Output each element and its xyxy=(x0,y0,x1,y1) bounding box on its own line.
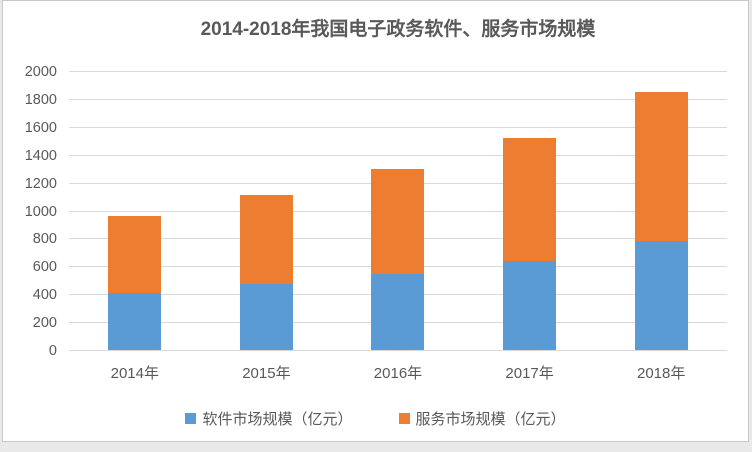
legend-item-service: 服务市场规模（亿元） xyxy=(398,408,566,429)
y-tick-label: 400 xyxy=(32,287,57,304)
y-tick-label: 200 xyxy=(32,315,57,332)
gridline xyxy=(69,98,727,100)
y-tick-label: 1600 xyxy=(24,119,57,136)
x-axis-label: 2018年 xyxy=(636,365,686,382)
bar-segment xyxy=(503,260,557,350)
legend-item-software: 软件市场规模（亿元） xyxy=(185,408,353,429)
y-tick-label: 600 xyxy=(32,259,57,276)
gridline xyxy=(69,126,727,128)
plot-area xyxy=(69,71,727,351)
bar-segment xyxy=(634,91,688,242)
bar-segment xyxy=(108,216,162,293)
bar-segment xyxy=(371,274,425,350)
bar-stack xyxy=(371,169,425,350)
x-axis-label: 2016年 xyxy=(373,365,423,382)
bar-slot xyxy=(464,72,596,351)
bar-segment xyxy=(371,169,425,274)
bar-slot xyxy=(69,72,201,351)
x-axis-label: 2014年 xyxy=(110,365,159,382)
legend-label: 服务市场规模（亿元） xyxy=(415,410,566,428)
gridline xyxy=(69,350,727,351)
bars-layer xyxy=(69,72,727,351)
chart-container: 2014-2018年我国电子政务软件、服务市场规模 0 200 400 600 800 1… xyxy=(2,0,749,442)
y-tick-label: 1800 xyxy=(24,91,57,108)
y-tick-label: 2000 xyxy=(24,64,57,80)
bar-stack xyxy=(503,137,557,350)
bar-stack xyxy=(108,216,162,350)
bar-segment xyxy=(634,241,688,350)
bar-segment xyxy=(503,137,557,261)
legend-swatch xyxy=(185,412,197,424)
bar-segment xyxy=(239,284,293,350)
y-axis: 0 200 400 600 800 1000 1200 1400 1600 1800 2000 xyxy=(3,64,59,359)
bar-segment xyxy=(108,292,162,350)
y-tick-label: 0 xyxy=(48,343,57,359)
bar-stack xyxy=(634,91,688,350)
chart-title: 2014-2018年我国电子政务软件、服务市场规模 xyxy=(200,19,596,40)
y-tick-label: 1200 xyxy=(24,175,57,192)
x-axis-label: 2015年 xyxy=(242,365,291,382)
y-tick-label: 800 xyxy=(32,231,57,248)
y-tick-label: 1400 xyxy=(24,147,57,164)
y-tick-label: 1000 xyxy=(24,203,57,220)
legend-label: 软件市场规模（亿元） xyxy=(202,410,353,428)
bar-slot xyxy=(595,72,727,351)
bar-slot xyxy=(201,72,333,351)
x-axis-label: 2017年 xyxy=(505,365,554,382)
legend: 软件市场规模（亿元） 服务市场规模（亿元） xyxy=(3,407,748,429)
bar-slot xyxy=(332,72,464,351)
legend-swatch xyxy=(398,412,410,424)
x-axis: 2014年 2015年 2016年 2017年 2018年 xyxy=(69,363,727,385)
gridline xyxy=(69,71,727,72)
bar-stack xyxy=(239,195,293,350)
gridline xyxy=(69,154,727,156)
bar-segment xyxy=(239,195,293,285)
